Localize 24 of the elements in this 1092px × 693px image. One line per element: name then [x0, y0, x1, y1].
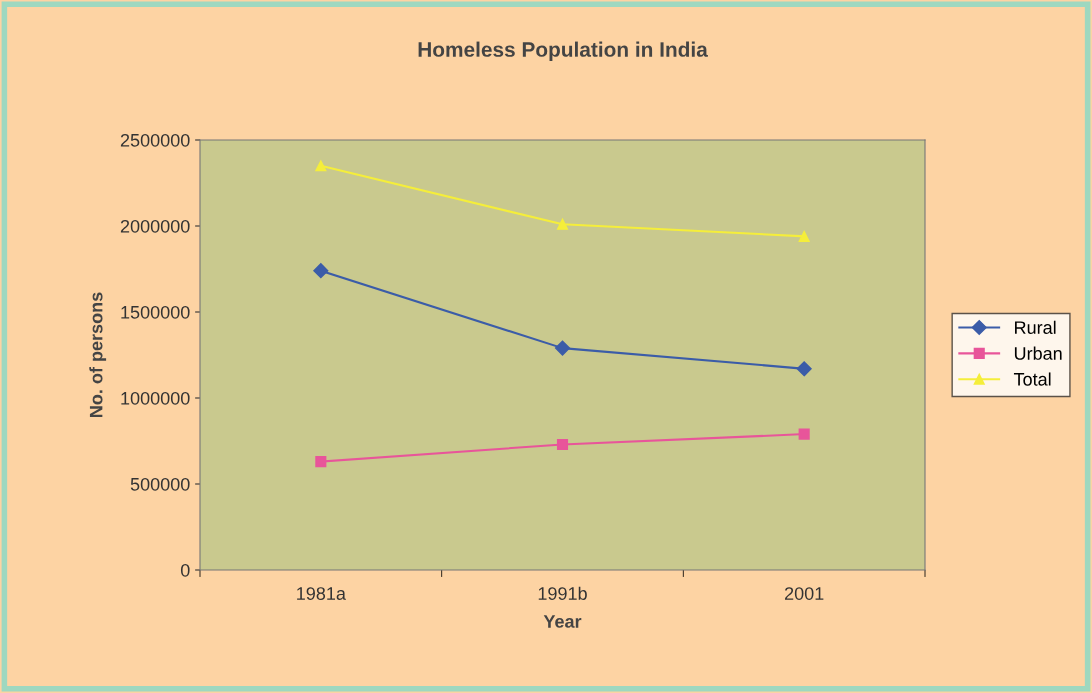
point [798, 428, 810, 440]
y-tick-label: 2500000 [120, 133, 190, 147]
y-tick-label: 2000000 [120, 219, 190, 233]
legend-label: Rural [1015, 320, 1056, 334]
point [556, 438, 569, 450]
legend-label: Urban [1014, 346, 1062, 360]
point [315, 456, 327, 468]
chart-title: Homeless Population in India [418, 41, 708, 61]
x-axis-title: Year [543, 615, 582, 628]
x-tick-label: 1981a [297, 587, 346, 600]
point [315, 160, 327, 172]
point [556, 218, 569, 230]
point [796, 361, 812, 377]
y-tick-label: 500000 [130, 477, 190, 491]
y-tick-label: 1500000 [121, 305, 190, 319]
y-tick-label: 0 [180, 563, 190, 577]
point [554, 340, 571, 356]
y-tick-label: 1000000 [121, 391, 190, 405]
x-tick-label: 1991b [538, 586, 587, 600]
point [313, 263, 329, 279]
point [798, 230, 810, 242]
x-tick-label: 2001 [784, 587, 824, 600]
legend-label: Total [1013, 372, 1051, 386]
y-axis-title: No. of persons [89, 292, 107, 417]
